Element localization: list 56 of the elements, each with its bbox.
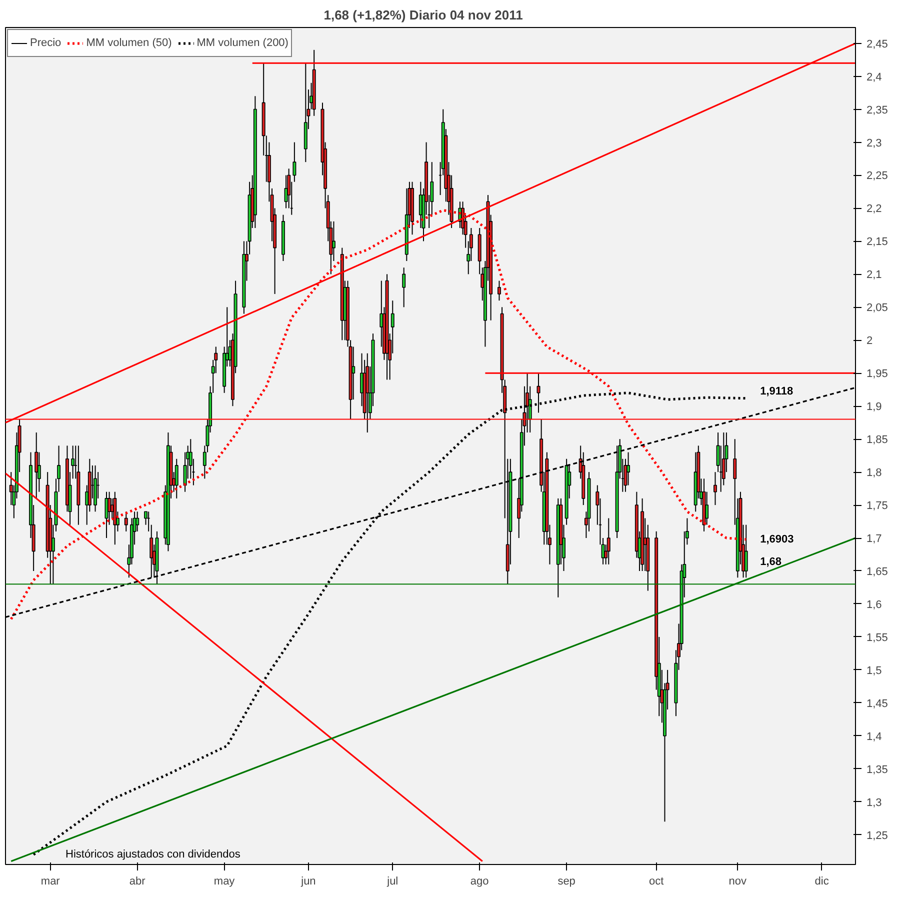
y-tick-label: 2,2 [866,203,882,216]
y-tick-label: 1,25 [866,830,888,842]
y-tick-label: 2 [866,335,873,348]
x-tick-label: sep [558,876,576,888]
y-tick-label: 2,1 [866,269,882,282]
chart-title: 1,68 (+1,82%) Diario 04 nov 2011 [324,8,523,22]
x-tick-label: may [214,876,236,888]
y-tick-label: 2,15 [866,236,888,248]
annotation: 1,9118 [760,385,794,398]
y-tick-label: 1,5 [866,664,882,677]
y-tick-label: 1,35 [866,764,888,776]
candlestick [292,142,296,182]
y-tick-label: 1,9 [866,401,882,414]
candlestick [714,472,717,506]
y-tick-label: 1,75 [866,500,888,512]
legend-label: Precio [30,37,62,49]
annotation: 1,68 [760,556,782,568]
candlestick [108,491,112,526]
candlestick [402,267,406,308]
y-tick-label: 1,65 [866,566,888,578]
legend-label: MM volumen (200) [196,37,288,49]
y-tick-label: 2,3 [866,137,882,150]
annotation: 1,6903 [760,533,794,546]
y-tick-label: 2,05 [866,302,888,314]
annotation: Históricos ajustados con dividendos [66,848,241,860]
y-tick-label: 1,45 [866,698,888,710]
y-tick-label: 2,25 [866,170,888,182]
x-tick-label: abr [129,876,146,888]
x-tick-label: jun [300,876,316,888]
x-tick-label: oct [648,876,664,888]
candlestick [124,511,128,532]
y-tick-label: 2,4 [866,71,882,84]
candlestick [606,518,610,565]
candlestick [174,458,178,499]
candlestick [136,511,140,532]
x-tick-label: mar [40,876,60,888]
x-tick-label: ago [470,876,489,888]
y-tick-label: 1,6 [866,598,882,611]
x-tick-label: nov [728,876,748,888]
candlestick [71,445,75,480]
y-tick-label: 1,3 [866,796,882,809]
y-tick-label: 1,95 [866,368,888,380]
candlestick [150,524,154,578]
y-tick-label: 2,45 [866,38,888,50]
candlestick [34,432,38,499]
legend-label: MM volumen (50) [86,37,172,49]
y-tick-label: 1,8 [866,467,882,480]
candlestick [497,280,501,302]
y-tick-label: 2,35 [866,104,888,116]
x-tick-label: dic [814,876,830,888]
x-tick-label: jul [386,876,398,888]
y-tick-label: 1,55 [866,632,888,644]
candlestick [626,452,630,486]
y-tick-label: 1,4 [866,730,882,743]
y-tick-label: 1,85 [866,434,888,446]
y-tick-label: 1,7 [866,533,882,546]
